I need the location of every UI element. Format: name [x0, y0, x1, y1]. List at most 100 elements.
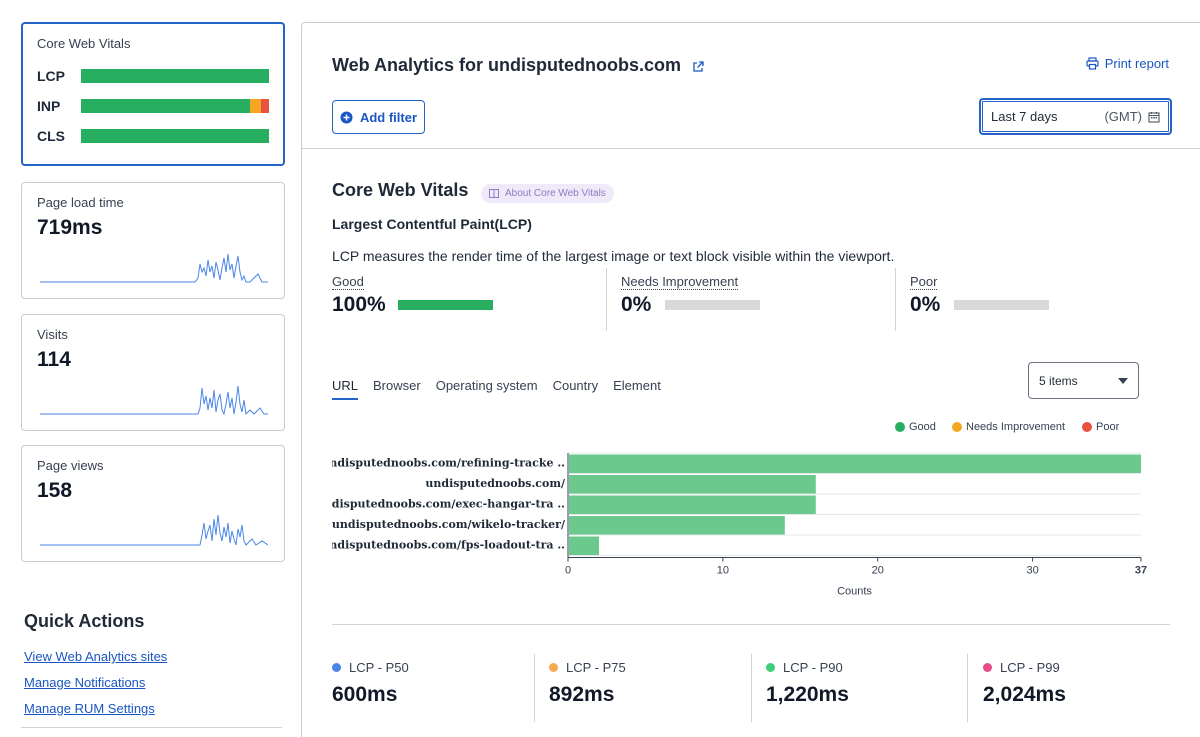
items-count-select[interactable]: 5 items	[1028, 362, 1139, 399]
percentile-dot	[549, 663, 558, 672]
dist-value: 0%	[910, 293, 941, 316]
legend-dot	[895, 422, 905, 432]
printer-icon	[1086, 57, 1099, 70]
metric-title: Page load time	[37, 195, 124, 210]
date-range-select[interactable]: Last 7 days (GMT)	[979, 98, 1172, 135]
category-label: undisputednoobs.com/	[425, 477, 566, 490]
divider	[302, 148, 1200, 149]
bar	[569, 454, 1141, 473]
percentile-label: LCP - P99	[1000, 660, 1060, 675]
lcp-description: LCP measures the render time of the larg…	[332, 248, 895, 264]
page-title: Web Analytics for undisputednoobs.com	[332, 55, 704, 76]
percentile-label: LCP - P75	[566, 660, 626, 675]
percentile-p75: LCP - P75 892ms	[549, 660, 626, 707]
percentile-dot	[983, 663, 992, 672]
dist-bar	[665, 300, 760, 310]
percentile-value: 2,024ms	[983, 683, 1066, 706]
legend-good: Good	[895, 421, 936, 433]
metric-value: 719ms	[37, 216, 103, 239]
tab-url[interactable]: URL	[332, 378, 359, 400]
manage-notifications-link[interactable]: Manage Notifications	[24, 675, 146, 690]
view-web-analytics-sites-link[interactable]: View Web Analytics sites	[24, 649, 168, 664]
divider	[332, 624, 1170, 625]
vital-label: LCP	[37, 68, 65, 84]
legend-label: Needs Improvement	[966, 421, 1066, 433]
vital-row-inp: INP	[37, 98, 269, 114]
dist-label: Needs Improvement	[621, 274, 739, 290]
items-count-value: 5 items	[1039, 373, 1078, 388]
bar	[569, 536, 599, 555]
book-icon	[489, 189, 499, 198]
category-label: undisputednoobs.com/fps-loadout-tra ..	[332, 539, 565, 552]
bar	[569, 495, 816, 514]
lcp-url-bar-chart: undisputednoobs.com/refining-tracke .. un…	[332, 452, 1147, 598]
metric-title: Visits	[37, 327, 68, 342]
divider	[534, 654, 535, 722]
legend-needs-improvement: Needs Improvement	[952, 421, 1065, 433]
vital-segment-good	[81, 69, 269, 83]
divider	[895, 268, 896, 331]
category-label: undisputednoobs.com/wikelo-tracker/	[332, 518, 566, 531]
dist-bar	[398, 300, 493, 310]
legend-poor: Poor	[1082, 421, 1119, 433]
manage-rum-settings-link[interactable]: Manage RUM Settings	[24, 701, 155, 716]
metric-value: 114	[37, 348, 71, 371]
print-report-label: Print report	[1104, 56, 1169, 71]
dist-poor: Poor 0%	[910, 273, 1049, 317]
cwv-card-title: Core Web Vitals	[37, 36, 131, 51]
print-report-button[interactable]: Print report	[1086, 56, 1169, 71]
percentile-dot	[766, 663, 775, 672]
tab-browser[interactable]: Browser	[373, 378, 421, 393]
about-cwv-label: About Core Web Vitals	[505, 188, 606, 199]
cwv-section-title: Core Web Vitals	[332, 180, 469, 200]
quick-actions-title: Quick Actions	[24, 611, 145, 631]
dist-value: 0%	[621, 293, 652, 316]
x-tick-label: 0	[565, 565, 571, 577]
vital-label: CLS	[37, 128, 65, 144]
visits-card[interactable]: Visits 114	[21, 314, 285, 431]
divider	[606, 268, 607, 331]
dist-label: Good	[332, 274, 364, 290]
vital-segment-ni	[250, 99, 262, 113]
dist-value: 100%	[332, 293, 386, 316]
percentile-p50: LCP - P50 600ms	[332, 660, 409, 707]
legend-label: Poor	[1096, 421, 1120, 433]
vital-segment-poor	[261, 99, 269, 113]
chevron-down-icon	[1118, 377, 1128, 384]
legend-dot	[952, 422, 962, 432]
tab-operating-system[interactable]: Operating system	[435, 378, 538, 393]
sparkline	[40, 385, 268, 416]
vital-bar-cls	[81, 129, 269, 143]
dist-label: Poor	[910, 274, 938, 290]
add-filter-label: Add filter	[359, 109, 418, 125]
x-tick-label: 30	[1026, 565, 1038, 577]
tab-element[interactable]: Element	[613, 378, 661, 393]
divider	[967, 654, 968, 722]
core-web-vitals-card[interactable]: Core Web Vitals LCP INP CLS	[21, 22, 285, 166]
percentile-value: 1,220ms	[766, 683, 849, 706]
dist-good: Good 100%	[332, 273, 493, 317]
percentile-p99: LCP - P99 2,024ms	[983, 660, 1066, 707]
vital-segment-good	[81, 129, 269, 143]
vital-bar-lcp	[81, 69, 269, 83]
vital-row-cls: CLS	[37, 128, 269, 144]
category-label: undisputednoobs.com/exec-hangar-tra ..	[332, 498, 565, 511]
metric-title: Page views	[37, 458, 104, 473]
external-link-icon[interactable]	[692, 61, 704, 73]
sparkline	[40, 253, 268, 283]
page-views-card[interactable]: Page views 158	[21, 445, 285, 562]
about-cwv-link[interactable]: About Core Web Vitals	[481, 184, 614, 203]
percentile-label: LCP - P50	[349, 660, 409, 675]
percentile-label: LCP - P90	[783, 660, 843, 675]
dist-needs-improvement: Needs Improvement 0%	[621, 273, 760, 317]
add-filter-button[interactable]: Add filter	[332, 100, 425, 134]
bar	[569, 475, 816, 494]
page-load-time-card[interactable]: Page load time 719ms	[21, 182, 285, 299]
percentile-dot	[332, 663, 341, 672]
vital-label: INP	[37, 98, 61, 114]
dimension-tabs: URL Browser Operating system Country Ele…	[332, 378, 661, 400]
legend-label: Good	[909, 421, 936, 433]
x-tick-label: 37	[1135, 565, 1147, 577]
tab-country[interactable]: Country	[552, 378, 599, 393]
vital-segment-good	[81, 99, 251, 113]
